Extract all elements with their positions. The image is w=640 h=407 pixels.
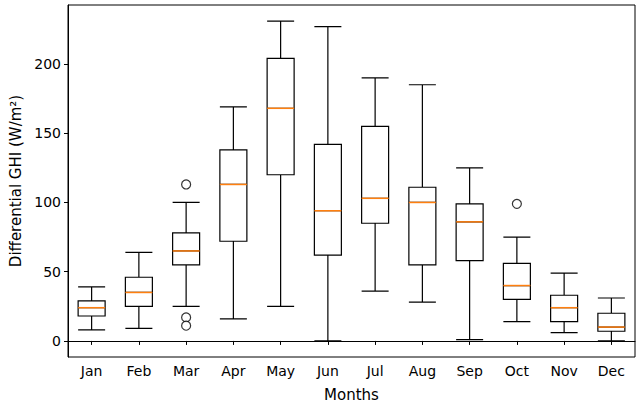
svg-text:Jan: Jan bbox=[80, 363, 103, 379]
svg-text:100: 100 bbox=[34, 194, 61, 210]
svg-text:Differential GHI (W/m²): Differential GHI (W/m²) bbox=[7, 95, 25, 267]
svg-text:Jun: Jun bbox=[316, 363, 339, 379]
svg-text:Sep: Sep bbox=[456, 363, 483, 379]
svg-text:Nov: Nov bbox=[550, 363, 577, 379]
svg-text:Months: Months bbox=[324, 386, 379, 404]
svg-text:200: 200 bbox=[34, 56, 61, 72]
svg-text:Feb: Feb bbox=[126, 363, 151, 379]
svg-text:May: May bbox=[266, 363, 295, 379]
svg-text:50: 50 bbox=[43, 264, 61, 280]
svg-text:Dec: Dec bbox=[598, 363, 625, 379]
svg-text:Jul: Jul bbox=[366, 363, 384, 379]
svg-text:Mar: Mar bbox=[173, 363, 200, 379]
svg-text:Aug: Aug bbox=[409, 363, 436, 379]
svg-text:Apr: Apr bbox=[221, 363, 245, 379]
svg-text:Oct: Oct bbox=[505, 363, 530, 379]
svg-text:0: 0 bbox=[52, 333, 61, 349]
svg-text:150: 150 bbox=[34, 125, 61, 141]
